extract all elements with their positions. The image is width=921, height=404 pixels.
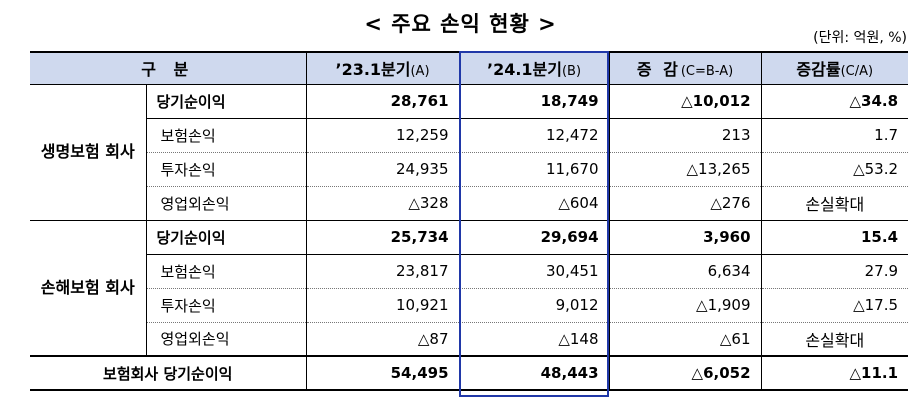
cell-d: △53.2	[761, 151, 909, 186]
header-change-suffix: (C=B-A)	[680, 64, 734, 80]
cell-d: 1.7	[761, 117, 909, 152]
table-row: 보험손익 23,817 30,451 6,634 27.9	[30, 253, 909, 288]
cell-d: △34.8	[849, 92, 899, 110]
unit-note: (단위: 억원, %)	[813, 30, 907, 46]
cell-b: 9,012	[459, 287, 610, 322]
header-change-rate-label: 증감률	[796, 60, 841, 80]
header-change-rate-suffix: (C/A)	[840, 64, 874, 80]
cell-a: 10,921	[306, 287, 460, 322]
total-d: △11.1	[761, 355, 909, 391]
cell-b: △148	[459, 321, 610, 356]
cell-b: 18,749	[459, 84, 610, 118]
header-change-label: 증 감	[636, 60, 681, 80]
cell-b: 11,670	[459, 151, 610, 186]
cell-c: 3,960	[609, 219, 762, 254]
cell-a: △87	[306, 321, 460, 356]
table-row: 투자손익 24,935 11,670 △13,265 △53.2	[30, 151, 909, 186]
total-label: 보험회사 당기순이익	[30, 355, 307, 391]
cell-b: △604	[459, 185, 610, 220]
cell-d: 손실확대	[761, 321, 909, 356]
table-title: < 주요 손익 현황 >	[364, 12, 557, 36]
cell-c: △276	[609, 185, 762, 220]
header-change-rate: 증감률(C/A)	[761, 51, 909, 85]
total-a: 54,495	[306, 355, 460, 391]
cell-c: △10,012	[609, 84, 762, 118]
header-2024q1-label: ’24.1분기	[486, 60, 562, 80]
row-label: 보험손익	[145, 117, 307, 152]
profit-loss-table: 구 분 ’23.1분기(A) ’24.1분기(B) 증 감(C=B-A) 증감률…	[30, 51, 909, 391]
cell-a: 28,761	[306, 84, 460, 118]
header-change: 증 감(C=B-A)	[609, 51, 762, 85]
cell-b: 12,472	[459, 117, 610, 152]
group-label-nonlife: 손해보험 회사	[30, 219, 147, 356]
header-2023q1-label: ’23.1분기	[335, 60, 411, 80]
row-label: 투자손익	[145, 287, 307, 322]
table-row: 생명보험 회사 당기순이익 28,761 18,749 △10,012 △34.…	[30, 84, 908, 220]
row-label: 당기순이익	[146, 84, 307, 118]
header-row: 구 분 ’23.1분기(A) ’24.1분기(B) 증 감(C=B-A) 증감률…	[30, 51, 909, 85]
total-b: 48,443	[459, 355, 610, 391]
group-label-life: 생명보험 회사	[30, 84, 147, 220]
table-row: 투자손익 10,921 9,012 △1,909 △17.5	[30, 287, 909, 322]
row-label: 보험손익	[145, 253, 307, 288]
cell-a: 24,935	[306, 151, 460, 186]
cell-b: 29,694	[459, 219, 610, 254]
row-label: 당기순이익	[146, 219, 307, 254]
table-row: 손해보험 회사 당기순이익 25,734 29,694 3,960 15.4	[30, 219, 909, 356]
cell-c: 213	[609, 117, 762, 152]
cell-d: 손실확대	[761, 185, 909, 220]
cell-a: 23,817	[306, 253, 460, 288]
total-row: 보험회사 당기순이익 54,495 48,443 △6,052 △11.1	[30, 355, 909, 391]
header-2023q1: ’23.1분기(A)	[306, 51, 460, 85]
cell-b: 30,451	[459, 253, 610, 288]
cell-c: 6,634	[609, 253, 762, 288]
table-row: 영업외손익 △328 △604 △276 손실확대	[30, 185, 909, 220]
header-2023q1-suffix: (A)	[410, 64, 430, 80]
cell-a: 25,734	[306, 219, 460, 254]
cell-d: 27.9	[761, 253, 909, 288]
cell-a: △328	[306, 185, 460, 220]
cell-d: 15.4	[761, 219, 909, 254]
header-category: 구 분	[30, 51, 307, 85]
table-row: 영업외손익 △87 △148 △61 손실확대	[30, 321, 909, 356]
row-label: 영업외손익	[145, 185, 307, 220]
row-label: 투자손익	[145, 151, 307, 186]
table-row: 보험손익 12,259 12,472 213 1.7	[30, 117, 909, 152]
cell-d: △17.5	[761, 287, 909, 322]
cell-c: △61	[609, 321, 762, 356]
cell-c: △1,909	[609, 287, 762, 322]
row-label: 영업외손익	[145, 321, 307, 356]
cell-c: △13,265	[609, 151, 762, 186]
total-c: △6,052	[609, 355, 762, 391]
cell-a: 12,259	[306, 117, 460, 152]
header-2024q1: ’24.1분기(B)	[459, 51, 610, 85]
header-2024q1-suffix: (B)	[561, 64, 582, 80]
